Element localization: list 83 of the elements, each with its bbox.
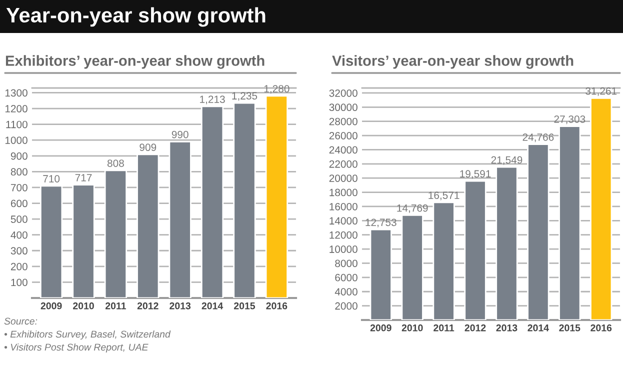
- x-tick-label: 2013: [496, 324, 518, 332]
- bar: [265, 95, 288, 298]
- data-label: 990: [172, 130, 188, 138]
- bar: [40, 185, 63, 298]
- y-tick-label: 28000: [329, 118, 358, 126]
- x-tick-label: 2014: [528, 324, 549, 332]
- chart-title: Visitors’ year-on-year show growth: [332, 55, 574, 69]
- data-label: 717: [75, 174, 92, 182]
- y-tick-label: 26000: [329, 132, 358, 140]
- y-tick-label: 1300: [5, 89, 28, 97]
- data-label: 909: [140, 144, 156, 152]
- data-label: 12,753: [366, 218, 396, 228]
- x-tick-label: 2010: [73, 302, 94, 310]
- y-tick-label: 500: [10, 216, 28, 223]
- y-tick-label: 30000: [329, 104, 358, 112]
- data-label: 1,235: [232, 92, 258, 101]
- bar: [200, 106, 224, 298]
- y-tick-label: 8000: [335, 260, 358, 268]
- data-label: 1,280: [264, 85, 290, 94]
- bar: [496, 166, 518, 320]
- y-tick-label: 1100: [6, 120, 28, 128]
- data-label: 710: [43, 175, 60, 182]
- y-tick-label: 20000: [329, 174, 358, 182]
- text: Year-on-year show growth: [6, 7, 266, 27]
- y-tick-label: 600: [10, 200, 28, 208]
- x-tick-label: 2014: [202, 302, 224, 310]
- x-tick-label: 2009: [370, 324, 392, 332]
- x-tick-label: 2015: [559, 324, 580, 332]
- y-tick-label: 18000: [330, 188, 358, 196]
- y-tick-label: 700: [10, 184, 28, 192]
- y-tick-label: 22000: [329, 160, 358, 168]
- text: • Visitors Post Show Report, UAE: [4, 343, 148, 353]
- y-tick-label: 14000: [330, 217, 358, 225]
- bar: [527, 144, 550, 320]
- x-tick-label: 2016: [590, 324, 612, 332]
- x-tick-label: 2010: [402, 324, 423, 332]
- data-label: 24,766: [522, 133, 554, 142]
- data-label: 14,769: [397, 204, 428, 213]
- x-tick-label: 2011: [106, 302, 126, 310]
- bar: [104, 170, 128, 298]
- bar: [233, 102, 256, 298]
- bar: [72, 184, 95, 298]
- chart-title: Exhibitors’ year-on-year show growth: [6, 55, 264, 69]
- y-tick-label: 300: [10, 247, 28, 255]
- x-tick-label: 2015: [234, 302, 256, 310]
- bar: [370, 228, 392, 320]
- bar: [558, 126, 581, 320]
- data-label: 27,303: [554, 115, 586, 124]
- bar: [464, 180, 486, 320]
- data-label: 808: [107, 160, 124, 167]
- bar: [432, 202, 455, 320]
- x-tick-label: 2013: [170, 302, 191, 310]
- y-tick-label: 900: [10, 152, 28, 160]
- y-tick-label: 4000: [334, 288, 358, 296]
- y-tick-label: 10000: [330, 246, 358, 253]
- x-tick-label: 2011: [434, 324, 454, 332]
- x-tick-label: 2016: [266, 302, 288, 310]
- y-tick-label: 1000: [5, 136, 28, 144]
- data-label: 19,591: [460, 170, 491, 179]
- data-label: 31,261: [586, 87, 617, 96]
- y-tick-label: 800: [10, 168, 28, 176]
- y-tick-label: 1200: [5, 105, 28, 112]
- bar: [590, 98, 612, 320]
- y-tick-label: 200: [10, 262, 28, 270]
- source-note: Source:: [4, 318, 38, 325]
- y-tick-label: 32000: [329, 89, 358, 97]
- y-tick-label: 400: [10, 231, 28, 239]
- bar: [168, 140, 192, 298]
- x-tick-label: 2012: [137, 302, 158, 310]
- y-tick-label: 24000: [329, 146, 358, 154]
- bar: [136, 154, 160, 298]
- y-tick-label: 100: [11, 278, 28, 286]
- text: • Exhibitors Survey, Basel, Switzerland: [4, 330, 171, 340]
- data-label: 21,549: [491, 156, 522, 165]
- x-tick-label: 2012: [464, 324, 486, 332]
- y-tick-label: 2000: [335, 302, 358, 310]
- bar: [401, 214, 424, 320]
- x-tick-label: 2009: [40, 302, 62, 310]
- y-tick-label: 16000: [330, 202, 358, 210]
- data-label: 16,571: [428, 192, 460, 200]
- y-tick-label: 12000: [330, 231, 358, 239]
- data-label: 1,213: [200, 96, 225, 104]
- y-tick-label: 6000: [335, 274, 358, 282]
